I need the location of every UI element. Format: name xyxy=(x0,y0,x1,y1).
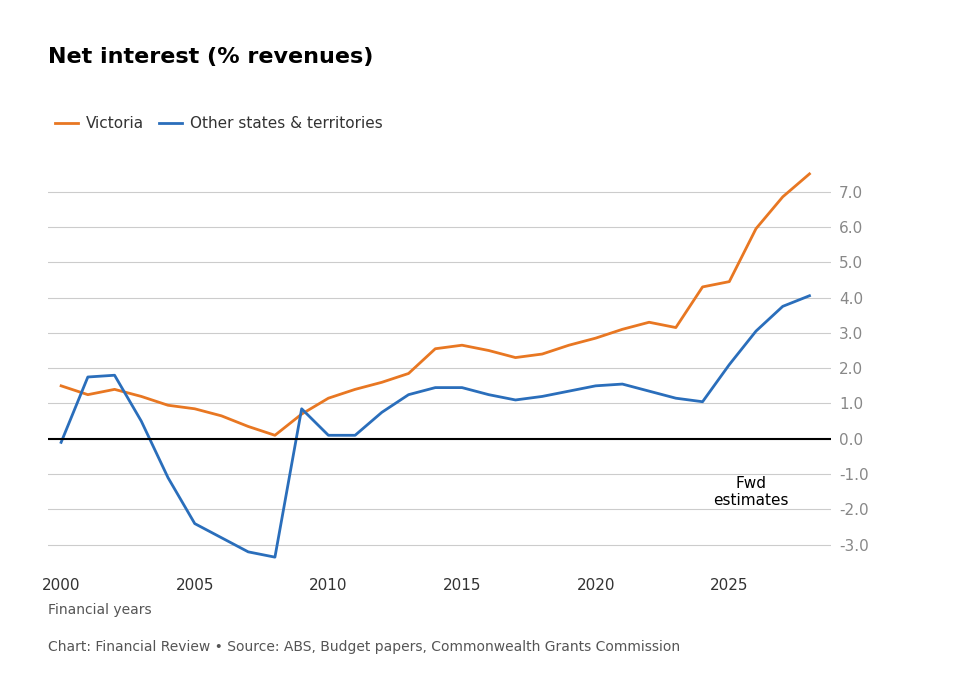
Victoria xyxy=(189,405,201,413)
Other states & territories xyxy=(109,371,120,379)
Other states & territories xyxy=(162,474,174,482)
Other states & territories xyxy=(296,405,308,413)
Other states & territories xyxy=(483,391,495,399)
Victoria xyxy=(697,283,709,291)
Text: Financial years: Financial years xyxy=(48,603,152,616)
Victoria xyxy=(751,224,762,233)
Other states & territories xyxy=(590,382,602,390)
Victoria xyxy=(777,193,789,201)
Other states & territories xyxy=(804,292,816,300)
Text: Chart: Financial Review • Source: ABS, Budget papers, Commonwealth Grants Commis: Chart: Financial Review • Source: ABS, B… xyxy=(48,640,680,654)
Victoria xyxy=(537,350,548,358)
Line: Other states & territories: Other states & territories xyxy=(61,296,810,557)
Other states & territories xyxy=(216,534,227,542)
Victoria xyxy=(456,341,468,349)
Victoria xyxy=(403,370,414,378)
Victoria xyxy=(55,382,67,390)
Victoria xyxy=(563,341,575,349)
Victoria xyxy=(216,412,227,420)
Victoria xyxy=(243,422,254,431)
Other states & territories xyxy=(269,553,281,561)
Other states & territories xyxy=(189,519,201,527)
Other states & territories xyxy=(724,361,735,369)
Other states & territories xyxy=(350,431,361,439)
Victoria xyxy=(296,410,308,418)
Text: Net interest (% revenues): Net interest (% revenues) xyxy=(48,47,373,67)
Other states & territories xyxy=(55,438,67,446)
Other states & territories xyxy=(376,408,388,416)
Victoria xyxy=(670,323,682,332)
Text: Fwd
estimates: Fwd estimates xyxy=(713,475,789,508)
Other states & territories xyxy=(430,384,441,392)
Other states & territories xyxy=(136,417,147,425)
Victoria xyxy=(590,334,602,342)
Other states & territories xyxy=(323,431,334,439)
Other states & territories xyxy=(617,380,628,388)
Victoria xyxy=(430,344,441,353)
Other states & territories xyxy=(670,394,682,402)
Other states & territories xyxy=(777,302,789,311)
Victoria xyxy=(162,401,174,410)
Legend: Victoria, Other states & territories: Victoria, Other states & territories xyxy=(55,116,383,131)
Victoria xyxy=(109,385,120,393)
Victoria xyxy=(724,277,735,285)
Victoria xyxy=(269,431,281,439)
Victoria xyxy=(376,378,388,386)
Victoria xyxy=(510,353,521,361)
Victoria xyxy=(483,346,495,355)
Other states & territories xyxy=(697,398,709,406)
Victoria xyxy=(804,170,816,178)
Victoria xyxy=(350,385,361,393)
Victoria xyxy=(136,393,147,401)
Victoria xyxy=(644,318,655,326)
Line: Victoria: Victoria xyxy=(61,174,810,435)
Other states & territories xyxy=(644,387,655,395)
Victoria xyxy=(617,325,628,334)
Other states & territories xyxy=(243,548,254,556)
Other states & territories xyxy=(403,391,414,399)
Victoria xyxy=(323,394,334,402)
Other states & territories xyxy=(537,393,548,401)
Other states & territories xyxy=(751,327,762,335)
Other states & territories xyxy=(82,373,94,381)
Other states & territories xyxy=(456,384,468,392)
Other states & territories xyxy=(563,387,575,395)
Other states & territories xyxy=(510,396,521,404)
Victoria xyxy=(82,391,94,399)
